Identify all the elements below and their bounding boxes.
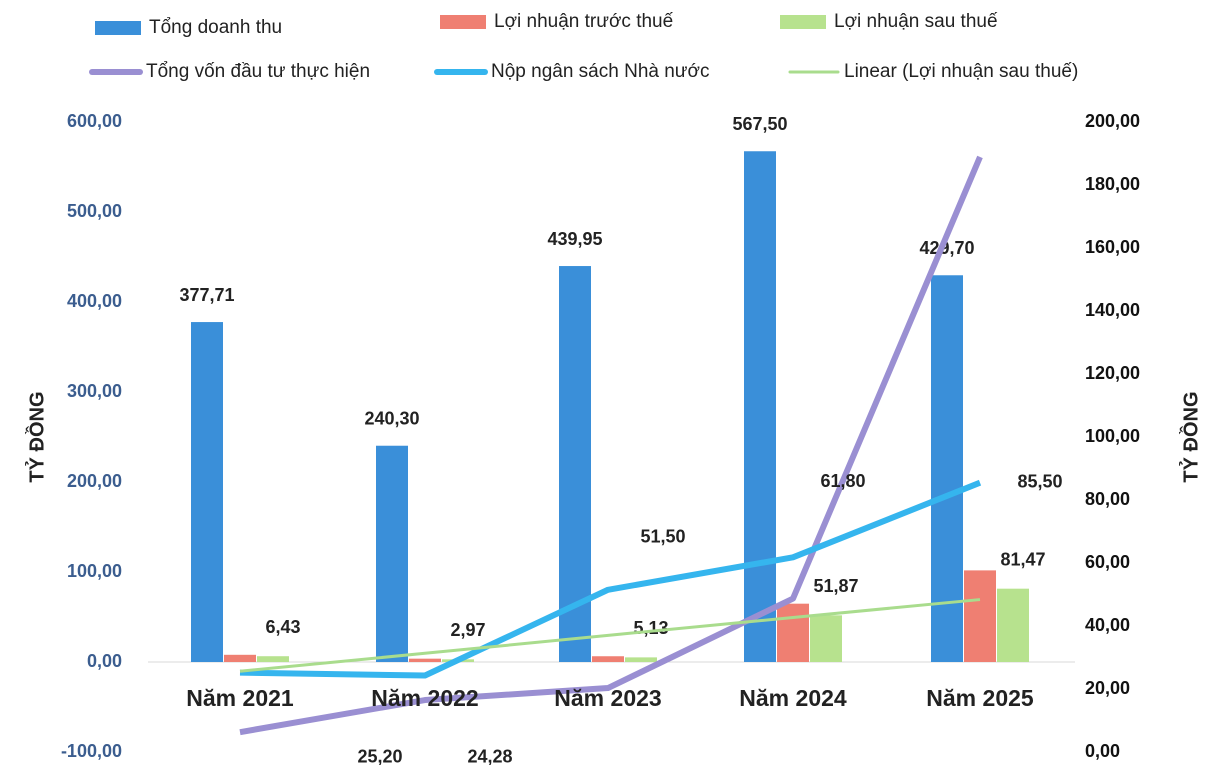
bar: [744, 151, 776, 662]
y-tick-label: 0,00: [87, 651, 122, 671]
y-tick-label: 100,00: [67, 561, 122, 581]
y-tick-label: 500,00: [67, 201, 122, 221]
y2-tick-label: 160,00: [1085, 237, 1140, 257]
legend-label: Nộp ngân sách Nhà nước: [491, 61, 709, 82]
y2-tick-label: 140,00: [1085, 300, 1140, 320]
bar: [810, 615, 842, 662]
bar: [625, 657, 657, 662]
data-label: 2,97: [450, 620, 485, 640]
line: [239, 155, 983, 736]
y-tick-label: 200,00: [67, 471, 122, 491]
line: [239, 479, 982, 679]
data-label: 429,70: [919, 238, 974, 258]
data-label: 51,50: [640, 527, 685, 547]
y2-axis-title: TỶ ĐỒNG: [1178, 391, 1202, 482]
bar: [376, 445, 408, 662]
legend-swatch: [95, 21, 141, 35]
bar: [409, 658, 441, 662]
y-tick-label: 300,00: [67, 381, 122, 401]
bar: [559, 266, 591, 662]
y2-tick-label: 200,00: [1085, 111, 1140, 131]
data-label: 51,87: [813, 576, 858, 596]
legend-label: Lợi nhuận trước thuế: [494, 11, 674, 32]
x-tick-label: Năm 2025: [926, 685, 1034, 711]
bar: [257, 656, 289, 662]
bar: [224, 654, 256, 662]
bar: [592, 656, 624, 662]
y2-tick-label: 60,00: [1085, 552, 1130, 572]
data-label: 25,20: [357, 746, 402, 765]
y2-tick-label: 100,00: [1085, 426, 1140, 446]
data-label: 439,95: [547, 229, 602, 249]
bar: [964, 570, 996, 662]
x-tick-label: Năm 2022: [371, 685, 478, 711]
x-tick-label: Năm 2024: [739, 685, 847, 711]
y2-tick-label: 0,00: [1085, 741, 1120, 761]
x-tick-label: Năm 2023: [554, 685, 661, 711]
data-label: 240,30: [364, 408, 419, 428]
bar: [777, 603, 809, 662]
data-label: 567,50: [732, 114, 787, 134]
data-label: 85,50: [1017, 471, 1062, 491]
bar: [931, 275, 963, 662]
y2-tick-label: 40,00: [1085, 615, 1130, 635]
y2-tick-label: 180,00: [1085, 174, 1140, 194]
y-tick-label: 400,00: [67, 291, 122, 311]
bar: [191, 322, 223, 662]
data-label: 81,47: [1000, 549, 1045, 569]
y-tick-label: -100,00: [61, 741, 122, 761]
data-label: 24,28: [467, 746, 512, 765]
legend-swatch: [780, 15, 826, 29]
legend-label: Tổng vốn đầu tư thực hiện: [146, 61, 370, 82]
data-label: 61,80: [820, 471, 865, 491]
data-label: 6,43: [265, 617, 300, 637]
y-tick-label: 600,00: [67, 111, 122, 131]
legend-label: Lợi nhuận sau thuế: [834, 11, 998, 32]
data-label: 5,13: [633, 618, 668, 638]
legend-swatch: [440, 15, 486, 29]
data-label: 377,71: [179, 285, 234, 305]
x-tick-label: Năm 2021: [186, 685, 294, 711]
y-axis-title: TỶ ĐỒNG: [24, 391, 48, 482]
y2-tick-label: 80,00: [1085, 489, 1130, 509]
bar: [997, 588, 1029, 662]
y2-tick-label: 20,00: [1085, 678, 1130, 698]
legend-label: Linear (Lợi nhuận sau thuế): [844, 61, 1078, 82]
y2-tick-label: 120,00: [1085, 363, 1140, 383]
trend-line: [239, 598, 981, 673]
legend-label: Tổng doanh thu: [149, 17, 282, 38]
